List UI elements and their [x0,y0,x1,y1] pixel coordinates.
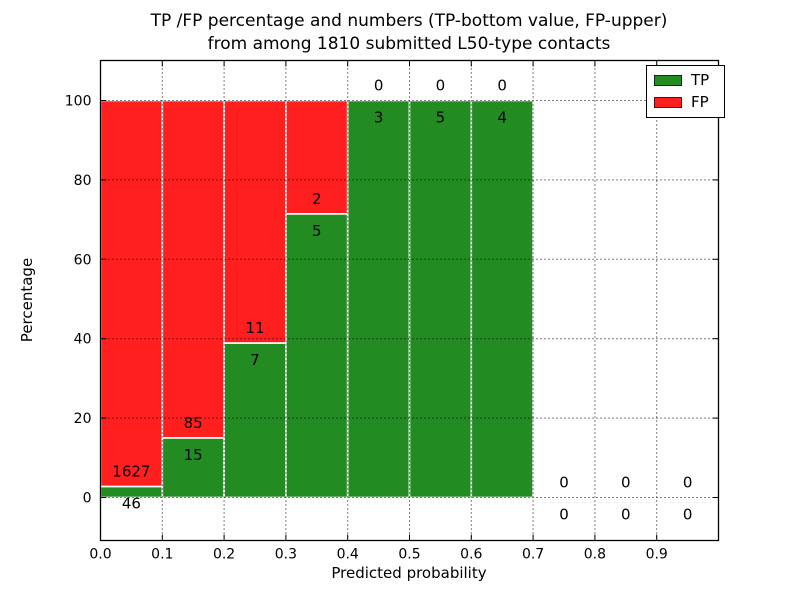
x-tick-label-0.9: 0.9 [646,547,668,563]
bar-fp-segment-1 [161,99,225,439]
bar-fp-segment-3 [285,99,349,215]
fp-count-label-6: 0 [497,77,507,95]
bar-tp-segment-6 [470,99,534,499]
fp-count-label-5: 0 [436,77,446,95]
y-tick-label-60: 60 [74,252,92,268]
tp-count-label-4: 3 [374,108,384,126]
tp-count-label-2: 7 [250,351,260,369]
legend-item-fp: FP [654,95,718,110]
fp-count-label-3: 2 [312,190,322,208]
x-tick-label-0.7: 0.7 [522,547,544,563]
x-axis-label: Predicted probability [331,564,487,582]
x-tick-label-0.3: 0.3 [275,547,297,563]
tp-count-label-6: 4 [497,108,507,126]
tp-count-label-0: 46 [122,494,141,512]
y-tick-label-0: 0 [83,491,92,507]
x-tick-label-0.2: 0.2 [213,547,235,563]
tp-count-label-9: 0 [683,505,693,523]
fp-legend-label: FP [691,93,709,111]
tp-legend-swatch-icon [654,75,682,86]
fp-count-label-1: 85 [184,414,203,432]
bar-tp-segment-3 [285,213,349,499]
chart-title-line2: from among 1810 submitted L50-type conta… [207,34,611,54]
tp-legend-label: TP [691,71,710,89]
legend-item-tp: TP [654,73,718,88]
tp-count-label-3: 5 [312,222,322,240]
tp-count-label-5: 5 [436,108,446,126]
tp-count-label-7: 0 [559,505,569,523]
x-tick-label-0.8: 0.8 [584,547,606,563]
chart-title-line1: TP /FP percentage and numbers (TP-bottom… [150,11,668,31]
y-tick-label-100: 100 [65,94,92,110]
y-tick-label-80: 80 [74,173,92,189]
bar-fp-segment-0 [99,99,164,488]
y-tick-label-40: 40 [74,332,92,348]
fp-count-label-7: 0 [559,474,569,492]
legend: TP FP [646,65,725,118]
axes-frame [99,59,720,542]
x-tick-label-0.4: 0.4 [337,547,359,563]
bar-tp-segment-5 [408,99,473,499]
x-tick-label-0.0: 0.0 [89,547,111,563]
x-tick-label-0.5: 0.5 [398,547,420,563]
bar-fp-segment-2 [223,99,287,344]
bar-tp-segment-1 [161,437,225,499]
y-tick-label-20: 20 [74,411,92,427]
fp-count-label-0: 1627 [112,463,150,481]
chart-title: TP /FP percentage and numbers (TP-bottom… [100,10,718,56]
fp-count-label-4: 0 [374,77,384,95]
fp-count-label-2: 11 [245,319,264,337]
fp-count-label-8: 0 [621,474,631,492]
x-tick-label-0.1: 0.1 [151,547,173,563]
bar-tp-segment-4 [346,99,411,499]
fp-legend-swatch-icon [654,97,682,108]
fp-count-label-9: 0 [683,474,693,492]
bar-tp-segment-2 [223,342,287,499]
tp-count-label-8: 0 [621,505,631,523]
tp-count-label-1: 15 [184,446,203,464]
x-tick-label-0.6: 0.6 [460,547,482,563]
